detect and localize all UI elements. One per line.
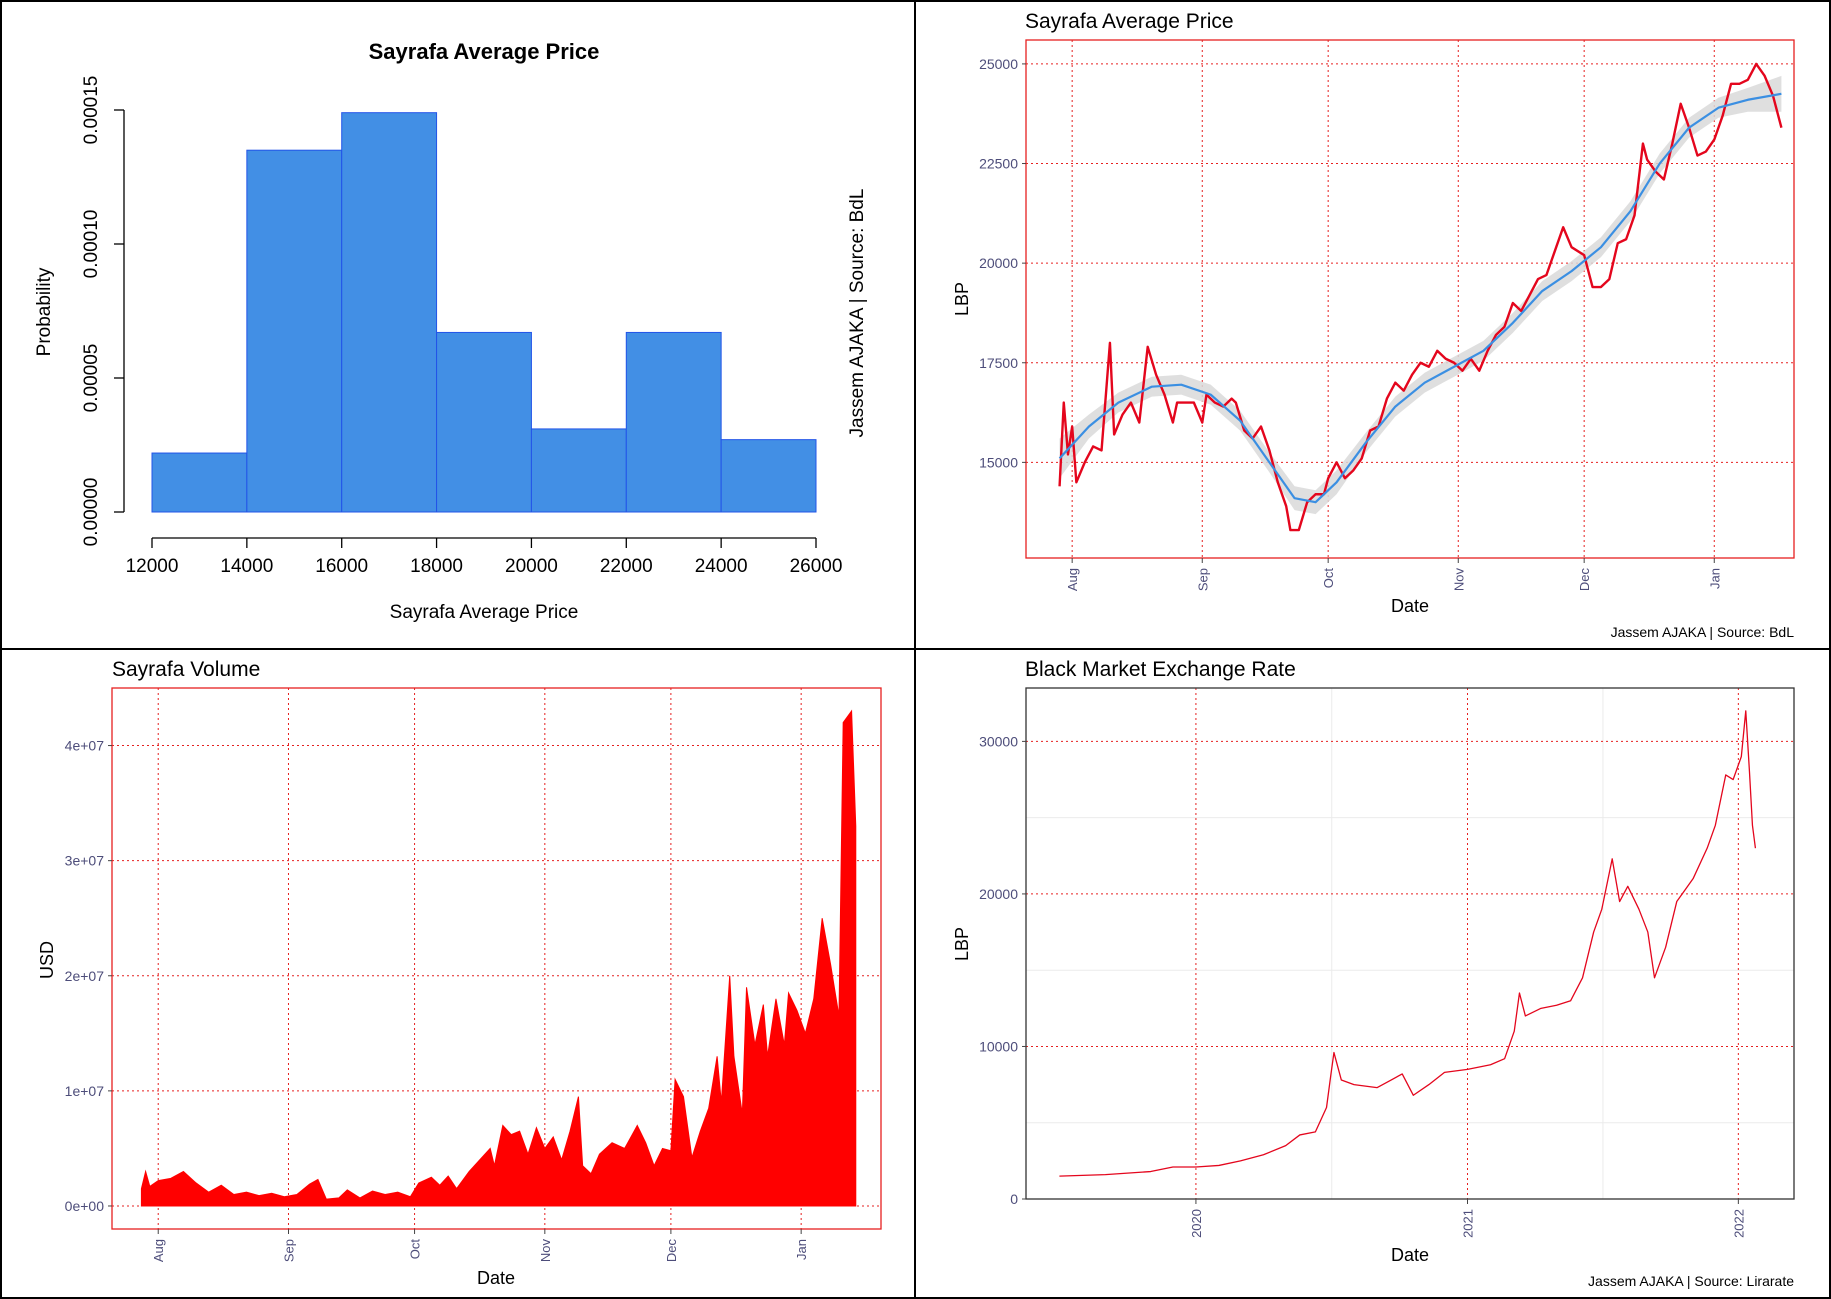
price-line-panel: Sayrafa Average Price 15000 17500 20000 225… — [952, 10, 1795, 640]
price-line-x-tick-label: Jan — [1707, 568, 1722, 589]
exchange-rate-title: Black Market Exchange Rate — [1025, 658, 1296, 681]
histogram-y-axis-label: Probability — [34, 267, 55, 356]
volume-area-y-tick-label: 4e+07 — [65, 738, 105, 754]
volume-area-fill — [140, 709, 857, 1207]
histogram-bar — [246, 149, 343, 513]
histogram-x-tick-label: 18000 — [410, 556, 463, 577]
price-smooth-line — [1058, 92, 1782, 504]
volume-area-x-tick-label: Nov — [538, 1239, 553, 1263]
price-confidence-band — [1059, 75, 1782, 515]
price-line-y-tick-label: 20000 — [979, 255, 1018, 271]
volume-area-plot-area — [111, 687, 882, 1230]
histogram-x-tick-label: 12000 — [126, 556, 179, 577]
price-line-x-tick-label: Oct — [1321, 568, 1336, 589]
histogram-y-tick-label: 0.00005 — [81, 344, 102, 413]
price-line-plot-area — [1025, 39, 1795, 559]
histogram-bar — [720, 439, 817, 513]
exchange-rate-x-axis-label: Date — [1391, 1245, 1429, 1265]
exchange-rate-y-tick-label: 30000 — [979, 733, 1018, 749]
price-series-line — [1058, 62, 1783, 532]
price-line-title: Sayrafa Average Price — [1025, 10, 1234, 33]
exchange-rate-x-tick-label: 2021 — [1461, 1209, 1476, 1238]
exchange-rate-panel: Black Market Exchange Rate 0 10000 20000 30… — [952, 658, 1795, 1289]
price-line-y-tick-label: 22500 — [979, 156, 1018, 172]
exchange-rate-y-tick-label: 20000 — [979, 886, 1018, 902]
price-line-x-tick-label: Nov — [1451, 568, 1466, 592]
exchange-rate-y-axis-label: LBP — [952, 927, 972, 961]
volume-area-y-tick-label: 1e+07 — [65, 1083, 105, 1099]
histogram-x-axis-label: Sayrafa Average Price — [390, 602, 579, 623]
histogram-source-label: Jassem AJAKA | Source: BdL — [847, 189, 868, 438]
exchange-rate-caption: Jassem AJAKA | Source: Lirarate — [1588, 1273, 1794, 1289]
volume-area-y-tick-label: 0e+00 — [65, 1198, 105, 1214]
price-line-x-axis-label: Date — [1391, 596, 1429, 616]
volume-area-x-axis-label: Date — [477, 1268, 515, 1288]
volume-area-title: Sayrafa Volume — [112, 658, 260, 681]
histogram-bar — [151, 452, 248, 513]
histogram-y-tick-label: 0.00010 — [81, 210, 102, 279]
histogram-title: Sayrafa Average Price — [369, 39, 600, 64]
exchange-rate-line — [1059, 710, 1757, 1177]
price-line-y-tick-label: 15000 — [979, 454, 1018, 470]
price-line-caption: Jassem AJAKA | Source: BdL — [1611, 624, 1795, 640]
price-line-y-tick-label: 17500 — [979, 355, 1018, 371]
price-line-x-tick-label: Sep — [1195, 568, 1210, 591]
histogram-x-tick-label: 20000 — [505, 556, 558, 577]
histogram-x-tick-label: 14000 — [220, 556, 273, 577]
volume-area-x-tick-label: Jan — [794, 1239, 809, 1260]
histogram-bar — [530, 428, 627, 513]
volume-area-x-tick-label: Dec — [664, 1239, 679, 1263]
histogram-x-tick-label: 26000 — [790, 556, 843, 577]
volume-area-panel: Sayrafa Volume 0e+00 1e+07 2e+07 3e+07 4e+07… — [37, 658, 882, 1288]
histogram-y-tick-label: 0.00000 — [81, 478, 102, 547]
volume-area-y-tick-label: 3e+07 — [65, 853, 105, 869]
histogram-x-tick-label: 22000 — [600, 556, 653, 577]
exchange-rate-x-tick-label: 2022 — [1731, 1209, 1746, 1238]
histogram-bar — [341, 112, 438, 513]
price-line-x-tick-label: Aug — [1065, 568, 1080, 591]
histogram-bar — [625, 331, 722, 513]
exchange-rate-x-tick-label: 2020 — [1189, 1209, 1204, 1238]
volume-area-y-tick-label: 2e+07 — [65, 968, 105, 984]
histogram-bar — [436, 331, 532, 513]
price-line-y-tick-label: 25000 — [979, 56, 1018, 72]
histogram-x-tick-label: 16000 — [315, 556, 368, 577]
exchange-rate-y-tick-label: 0 — [1010, 1191, 1018, 1207]
price-line-x-tick-label: Dec — [1577, 568, 1592, 592]
histogram-y-tick-label: 0.00015 — [81, 76, 102, 145]
volume-area-x-tick-label: Aug — [151, 1239, 166, 1262]
exchange-rate-plot-area — [1025, 687, 1795, 1200]
volume-area-y-axis-label: USD — [37, 941, 57, 979]
volume-area-x-tick-label: Sep — [281, 1239, 296, 1262]
volume-area-x-tick-label: Oct — [408, 1239, 423, 1260]
exchange-rate-y-tick-label: 10000 — [979, 1038, 1018, 1054]
price-line-y-axis-label: LBP — [952, 282, 972, 316]
histogram-panel: Sayrafa Average Price Sayrafa Average Pr… — [34, 39, 868, 623]
histogram-x-tick-label: 24000 — [695, 556, 748, 577]
